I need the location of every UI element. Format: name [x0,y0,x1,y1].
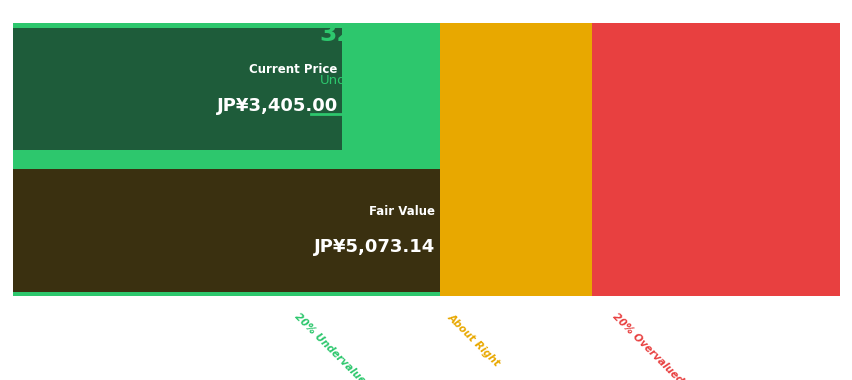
Text: 20% Overvalued: 20% Overvalued [610,312,685,380]
Text: 20% Undervalued: 20% Undervalued [292,312,372,380]
Bar [13,28,342,150]
Bar [440,23,591,296]
Text: Undervalued: Undervalued [320,74,405,87]
Bar [591,23,839,296]
Text: Fair Value: Fair Value [369,205,435,218]
Text: JP¥5,073.14: JP¥5,073.14 [314,239,435,257]
Bar [13,169,440,292]
Text: Current Price: Current Price [249,63,337,76]
Text: About Right: About Right [445,312,501,368]
Text: 32.9%: 32.9% [319,22,406,46]
Bar [13,23,440,296]
Text: JP¥3,405.00: JP¥3,405.00 [216,97,337,115]
